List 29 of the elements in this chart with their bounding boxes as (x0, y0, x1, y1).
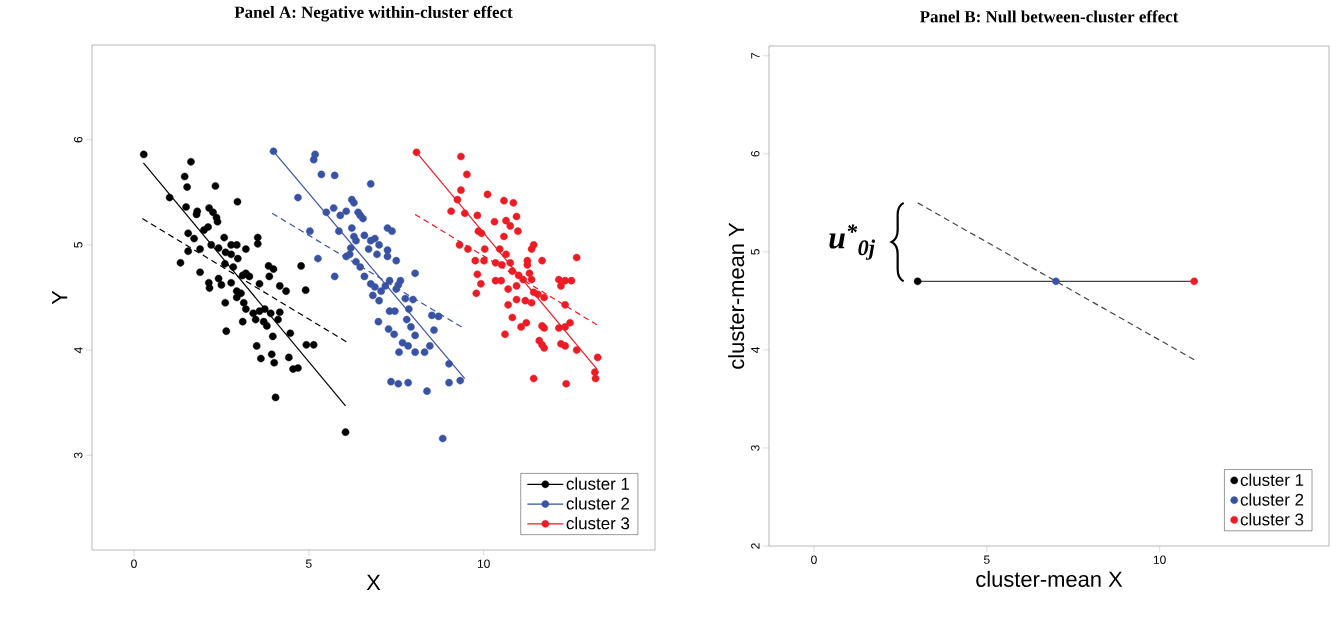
legend-label: cluster 3 (566, 516, 630, 530)
x-axis-title: X (366, 574, 381, 590)
y-tick-label: 4 (751, 346, 760, 353)
x-tick-label: 5 (983, 555, 990, 564)
legend-label: cluster 3 (1240, 513, 1304, 526)
x-tick-label: 0 (131, 559, 137, 568)
y-tick-label: 3 (74, 452, 83, 459)
y-tick-label: 6 (751, 151, 760, 157)
legend-label: cluster 1 (566, 477, 630, 490)
chart-title: Panel A: Negative within-cluster effect (234, 5, 513, 22)
x-tick-label: 5 (305, 559, 312, 568)
y-tick-label: 5 (751, 249, 760, 255)
annotation: u$^{*}$0j (829, 224, 876, 260)
y-tick-label: 2 (751, 543, 760, 549)
y-axis-title: Y (52, 290, 68, 305)
y-tick-label: 5 (74, 242, 83, 248)
x-tick-label: 10 (1153, 555, 1166, 564)
y-axis-title: cluster-mean Y (728, 222, 745, 369)
chart-title: Panel B: Null between-cluster effect (919, 10, 1179, 23)
x-tick-label: 10 (477, 559, 490, 568)
y-tick-label: 4 (74, 347, 83, 354)
y-tick-label: 7 (751, 53, 760, 59)
legend-label: cluster 2 (1240, 493, 1304, 506)
y-tick-label: 3 (751, 445, 760, 451)
legend-label: cluster 1 (1240, 473, 1304, 486)
x-axis-title: cluster-mean X (976, 570, 1123, 587)
y-tick-label: 6 (74, 136, 83, 143)
legend-label: cluster 2 (566, 497, 630, 510)
x-tick-label: 0 (811, 555, 817, 564)
